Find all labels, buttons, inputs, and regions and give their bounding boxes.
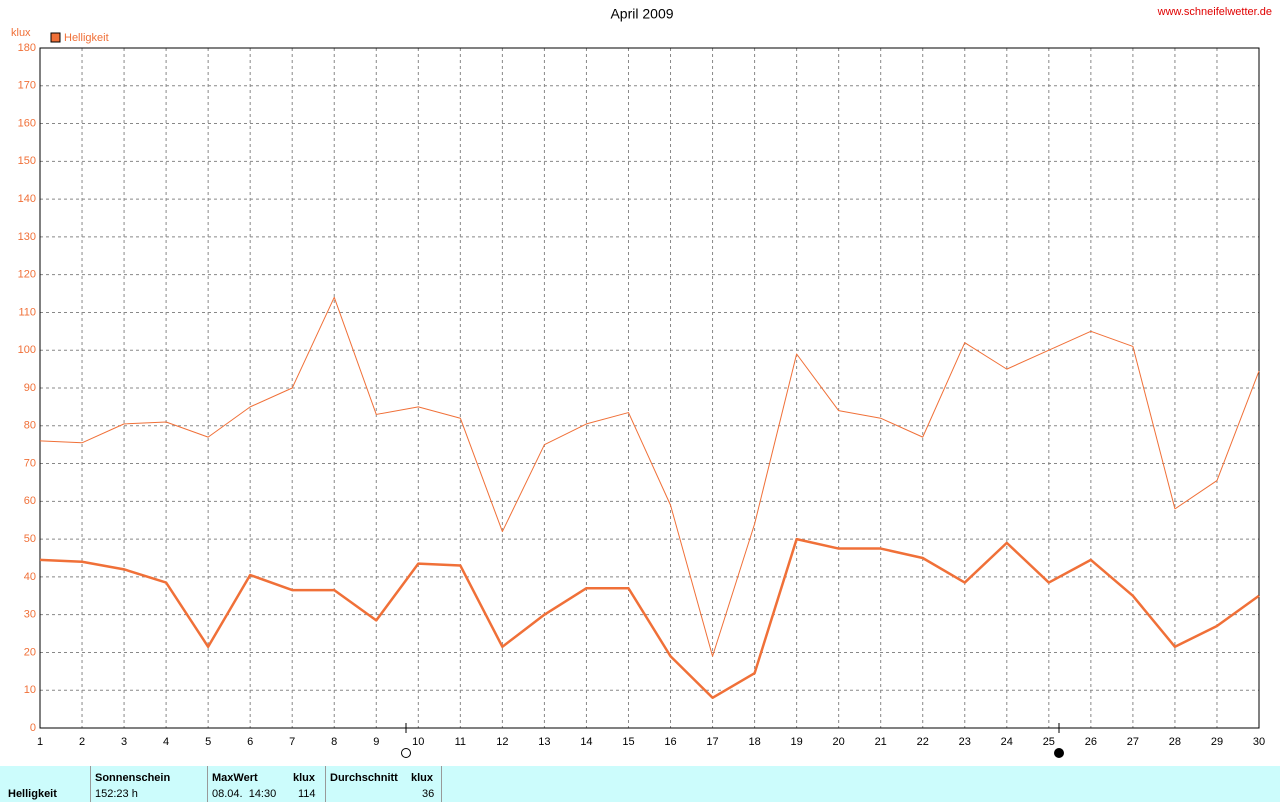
moon-phases <box>401 723 1064 758</box>
header: Durchschnitt <box>330 772 398 784</box>
x-tick-label: 16 <box>664 736 676 748</box>
x-tick-label: 29 <box>1211 736 1223 748</box>
header: klux <box>411 772 434 784</box>
x-tick-label: 18 <box>748 736 760 748</box>
series-line <box>39 296 1260 657</box>
x-tick-label: 3 <box>121 736 127 748</box>
separator <box>325 766 326 802</box>
x-tick-label: 15 <box>622 736 634 748</box>
y-tick-label: 50 <box>24 533 36 545</box>
source: www.schneifelwetter.de <box>1157 6 1272 18</box>
x-tick-label: 10 <box>412 736 424 748</box>
cell: 36 <box>422 788 435 800</box>
x-tick-label: 23 <box>959 736 971 748</box>
x-tick-label: 27 <box>1127 736 1139 748</box>
legend-swatch <box>50 32 61 43</box>
summary-table: Helligkeit Sonnenschein 152:23 h MaxWert… <box>0 766 1280 802</box>
x-tick-label: 8 <box>331 736 337 748</box>
x-tick-label: 7 <box>289 736 295 748</box>
series-line <box>39 537 1260 700</box>
x-tick-label: 19 <box>790 736 802 748</box>
separator <box>441 766 442 802</box>
x-tick-label: 22 <box>917 736 929 748</box>
separator <box>207 766 208 802</box>
y-tick-label: 10 <box>24 684 36 696</box>
chart: April 2009 www.schneifelwetter.de klux 0… <box>11 6 1272 758</box>
y-tick-label: 30 <box>24 609 36 621</box>
x-tick-label: 9 <box>373 736 379 748</box>
y-tick-label: 20 <box>24 646 36 658</box>
x-tick-label: 25 <box>1043 736 1055 748</box>
y-tick-label: 170 <box>18 80 36 92</box>
header: klux <box>293 772 316 784</box>
y-tick-label: 180 <box>18 42 36 54</box>
plot-frame <box>39 47 1260 729</box>
y-tick-label: 40 <box>24 571 36 583</box>
x-tick-label: 26 <box>1085 736 1097 748</box>
y-tick-label: 140 <box>18 193 36 205</box>
y-tick-label: 100 <box>18 344 36 356</box>
y-tick-label: 60 <box>24 495 36 507</box>
x-tick-label: 5 <box>205 736 211 748</box>
x-tick-label: 21 <box>875 736 887 748</box>
y-tick-label: 110 <box>18 306 36 318</box>
header: MaxWert <box>212 772 258 784</box>
cell: 114 <box>298 788 316 800</box>
chart-title: April 2009 <box>610 6 673 22</box>
y-axis-label: klux <box>11 27 31 39</box>
y-tick-label: 80 <box>24 420 36 432</box>
y-tick-label: 0 <box>30 722 36 734</box>
x-tick-label: 20 <box>833 736 845 748</box>
y-tick-label: 120 <box>18 269 36 281</box>
x-tick-label: 14 <box>580 736 592 748</box>
x-tick-label: 1 <box>37 736 43 748</box>
separator <box>90 766 91 802</box>
x-tick-label: 2 <box>79 736 85 748</box>
x-tick-label: 11 <box>455 736 466 748</box>
x-tick-label: 12 <box>496 736 508 748</box>
y-tick-label: 150 <box>18 155 36 167</box>
y-tick-label: 90 <box>24 382 36 394</box>
x-tick-label: 28 <box>1169 736 1181 748</box>
full-moon <box>401 748 411 758</box>
x-tick-label: 6 <box>247 736 253 748</box>
x-tick-label: 24 <box>1001 736 1013 748</box>
y-tick-label: 160 <box>18 117 36 129</box>
cell: 152:23 h <box>95 788 138 800</box>
header: Sonnenschein <box>95 772 171 784</box>
x-tick-label: 4 <box>163 736 169 748</box>
x-tick-label: 13 <box>538 736 550 748</box>
x-tick-label: 30 <box>1253 736 1265 748</box>
legend-label: Helligkeit <box>64 32 109 44</box>
y-tick-label: 70 <box>24 457 36 469</box>
cell: 08.04. 14:30 <box>212 788 277 800</box>
row-label: Helligkeit <box>8 788 57 800</box>
y-tick-label: 130 <box>18 231 36 243</box>
new-moon <box>1054 748 1064 758</box>
x-tick-label: 17 <box>706 736 718 748</box>
